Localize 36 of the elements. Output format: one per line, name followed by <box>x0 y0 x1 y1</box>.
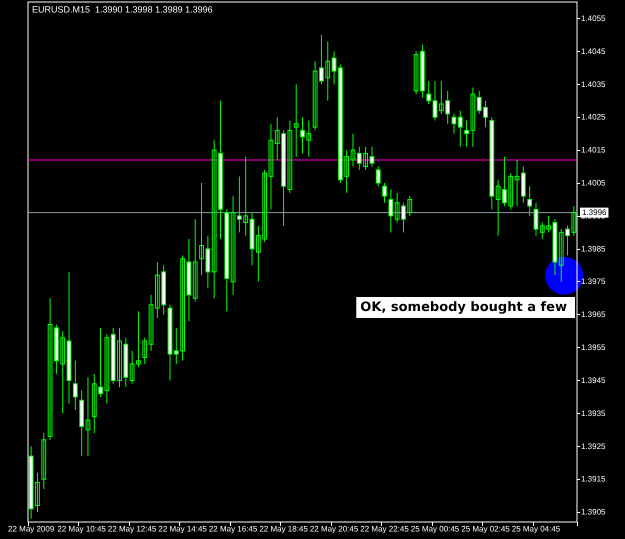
y-tick-label: 1.3925 <box>581 442 606 451</box>
x-tick-label: 25 May 04:45 <box>512 524 561 534</box>
x-tick-label: 25 May 00:45 <box>410 524 460 534</box>
candlestick <box>388 189 394 233</box>
x-tick-label: 22 May 16:45 <box>208 524 258 534</box>
y-tick-label: 1.3955 <box>581 343 606 352</box>
x-tick-label: 22 May 2009 <box>8 524 55 534</box>
y-tick-label: 1.4005 <box>581 178 606 188</box>
x-tick-label: 22 May 18:45 <box>259 524 308 534</box>
x-tick-label: 25 May 02:45 <box>461 524 510 534</box>
x-tick-label: 22 May 12:45 <box>108 524 157 534</box>
y-tick-label: 1.4045 <box>581 46 606 56</box>
y-tick-label: 1.4015 <box>581 146 606 155</box>
y-tick-label: 1.3905 <box>581 508 606 517</box>
chart-title: EURUSD.M15 1.3990 1.3998 1.3989 1.3996 <box>32 4 213 14</box>
y-tick-label: 1.3975 <box>581 277 606 286</box>
candlestick <box>294 84 299 158</box>
y-tick-label: 1.4025 <box>581 112 606 122</box>
x-tick-label: 22 May 14:45 <box>158 524 208 534</box>
candlestick <box>527 186 532 216</box>
x-tick-label: 22 May 10:45 <box>57 524 106 534</box>
x-tick-label: 22 May 20:45 <box>310 524 359 534</box>
candlestick <box>72 360 78 411</box>
candlestick <box>41 432 46 490</box>
y-tick-label: 1.3965 <box>581 310 606 320</box>
y-tick-label: 1.4055 <box>581 14 606 23</box>
x-tick-label: 22 May 22:45 <box>360 524 410 534</box>
y-tick-label: 1.3985 <box>581 244 606 254</box>
y-tick-label: 1.3915 <box>581 474 606 484</box>
candlestick <box>376 166 381 187</box>
candlestick <box>382 182 387 204</box>
annotation: OK, somebody bought a few <box>360 300 568 315</box>
y-tick-label: 1.3935 <box>581 408 606 418</box>
y-tick-label: 1.3945 <box>581 376 606 385</box>
y-tick-label: 1.4035 <box>581 80 606 89</box>
ref-line-label: 1.3996 <box>582 208 608 218</box>
